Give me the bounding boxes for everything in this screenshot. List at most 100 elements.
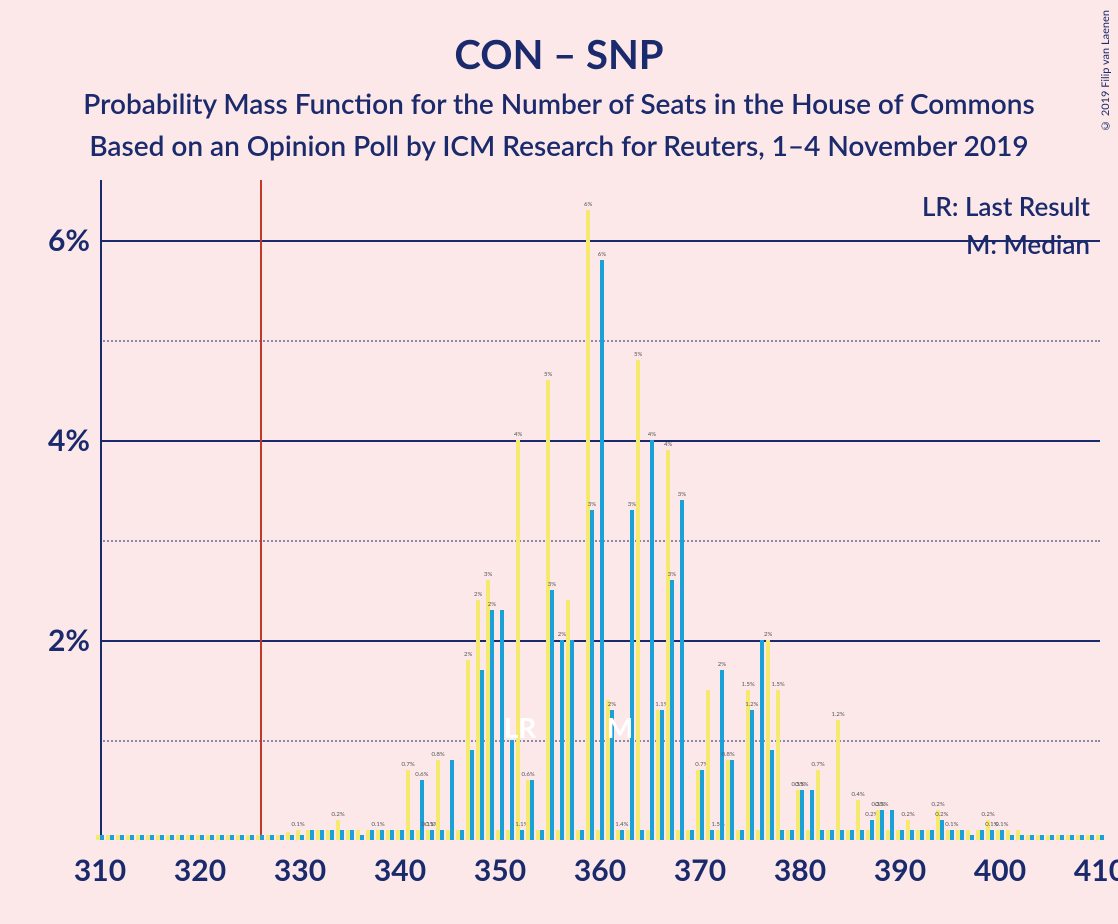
- bar-value-label: 5%: [544, 371, 552, 378]
- bar-blue: [460, 830, 464, 840]
- bar-value-label: 0.2%: [902, 811, 915, 818]
- bar-value-label: 3%: [588, 501, 596, 508]
- bar-blue: [990, 830, 994, 840]
- bar-blue: [380, 830, 384, 840]
- bar-blue: [340, 830, 344, 840]
- bar-blue: [1010, 835, 1014, 840]
- bar-value-label: 1.2%: [832, 711, 845, 718]
- bar-blue: [490, 610, 494, 840]
- bar-blue: [240, 835, 244, 840]
- bar-value-label: 2%: [464, 651, 472, 658]
- bar-value-label: 0.5%: [795, 781, 808, 788]
- legend-lr: LR: Last Result: [922, 190, 1090, 222]
- bar-blue: [450, 760, 454, 840]
- bar-blue: [390, 830, 394, 840]
- bar-value-label: 0.7%: [812, 761, 825, 768]
- bar-blue: [140, 835, 144, 840]
- bar-value-label: 6%: [598, 251, 606, 258]
- bar-value-label: 3%: [668, 571, 676, 578]
- bar-value-label: 0.1%: [995, 821, 1008, 828]
- bar-blue: [850, 830, 854, 840]
- bar-blue: [830, 830, 834, 840]
- bar-blue: [480, 670, 484, 840]
- bar-blue: [250, 835, 254, 840]
- y-tick-label: 4%: [30, 422, 90, 458]
- bar-blue: [470, 750, 474, 840]
- bar-blue: [880, 810, 884, 840]
- bar-blue: [1000, 830, 1004, 840]
- bar-blue: [870, 820, 874, 840]
- bar-value-label: 5%: [634, 351, 642, 358]
- bar-value-label: 4%: [514, 431, 522, 438]
- bar-blue: [960, 830, 964, 840]
- bar-blue: [970, 835, 974, 840]
- bar-blue: [440, 830, 444, 840]
- bar-value-label: 0.1%: [945, 821, 958, 828]
- bar-yellow: [776, 690, 780, 840]
- bar-blue: [260, 835, 264, 840]
- bar-blue: [700, 770, 704, 840]
- bar-blue: [1070, 835, 1074, 840]
- bar-blue: [1030, 835, 1034, 840]
- bar-blue: [270, 835, 274, 840]
- bar-value-label: 3%: [678, 491, 686, 498]
- bar-blue: [1090, 835, 1094, 840]
- bar-blue: [790, 830, 794, 840]
- bar-blue: [300, 835, 304, 840]
- bar-blue: [780, 830, 784, 840]
- bar-blue: [400, 830, 404, 840]
- bar-blue: [120, 835, 124, 840]
- marker-median: M: [607, 710, 633, 744]
- bar-blue: [890, 810, 894, 840]
- bar-blue: [930, 830, 934, 840]
- legend-m: M: Median: [966, 228, 1090, 260]
- bar-value-label: 0.1%: [372, 821, 385, 828]
- bar-blue: [670, 580, 674, 840]
- bar-blue: [630, 510, 634, 840]
- bar-blue: [320, 830, 324, 840]
- bar-blue: [210, 835, 214, 840]
- bar-blue: [860, 830, 864, 840]
- bar-value-label: 0.8%: [722, 751, 735, 758]
- bar-yellow: [636, 360, 640, 840]
- x-tick-label: 330: [274, 852, 326, 888]
- bar-blue: [150, 835, 154, 840]
- bar-value-label: 0.6%: [522, 771, 535, 778]
- grid-major: [100, 240, 1100, 242]
- bar-value-label: 6%: [584, 201, 592, 208]
- bar-blue: [540, 830, 544, 840]
- last-result-line: [260, 180, 262, 840]
- bar-blue: [810, 790, 814, 840]
- bar-blue: [950, 830, 954, 840]
- bar-value-label: 1.5%: [742, 681, 755, 688]
- main-title: CON – SNP: [0, 30, 1118, 78]
- bar-blue: [100, 835, 104, 840]
- bar-blue: [910, 830, 914, 840]
- plot-area: LR: Last Result M: Median 2%4%6%31032033…: [100, 180, 1100, 840]
- subtitle-2: Based on an Opinion Poll by ICM Research…: [0, 128, 1118, 162]
- bar-blue: [560, 640, 564, 840]
- bar-value-label: 2%: [474, 591, 482, 598]
- bar-value-label: 0.2%: [935, 811, 948, 818]
- bar-blue: [310, 830, 314, 840]
- bar-blue: [1050, 835, 1054, 840]
- bar-blue: [570, 640, 574, 840]
- bar-blue: [730, 760, 734, 840]
- x-tick-label: 320: [174, 852, 226, 888]
- bar-blue: [530, 780, 534, 840]
- chart-container: CON – SNP Probability Mass Function for …: [0, 0, 1118, 924]
- x-tick-label: 350: [474, 852, 526, 888]
- bar-blue: [170, 835, 174, 840]
- bar-value-label: 4%: [648, 431, 656, 438]
- bar-blue: [750, 710, 754, 840]
- bar-yellow: [516, 440, 520, 840]
- y-tick-label: 2%: [30, 622, 90, 658]
- bar-blue: [690, 830, 694, 840]
- bar-blue: [620, 830, 624, 840]
- bar-value-label: 1.2%: [745, 701, 758, 708]
- bar-blue: [370, 830, 374, 840]
- bar-blue: [350, 830, 354, 840]
- bar-blue: [600, 260, 604, 840]
- bar-blue: [740, 830, 744, 840]
- x-tick-label: 410: [1074, 852, 1118, 888]
